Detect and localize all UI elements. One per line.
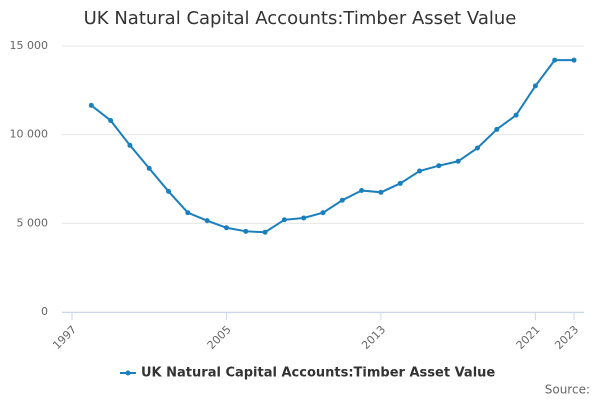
data-point: [359, 188, 365, 194]
legend-label: UK Natural Capital Accounts:Timber Asset…: [141, 366, 495, 381]
data-point: [223, 225, 229, 231]
data-point: [532, 83, 538, 89]
legend-marker: [125, 370, 131, 376]
data-point: [339, 197, 345, 203]
data-point: [552, 57, 558, 63]
x-tick-label: 2021: [514, 323, 543, 352]
data-point: [108, 117, 114, 123]
data-point: [262, 229, 268, 235]
data-point: [127, 142, 133, 148]
data-point: [146, 165, 152, 171]
data-point: [166, 188, 172, 194]
data-point: [320, 210, 326, 216]
y-tick-label: 5 000: [17, 216, 49, 229]
data-point: [281, 217, 287, 223]
data-point: [397, 180, 403, 186]
data-point: [378, 189, 384, 195]
x-tick-label: 2023: [552, 323, 581, 352]
data-point: [417, 168, 423, 174]
data-point: [571, 57, 577, 63]
data-point: [301, 215, 307, 221]
chart-title: UK Natural Capital Accounts:Timber Asset…: [84, 8, 517, 29]
y-tick-label: 15 000: [10, 39, 49, 52]
source: Source:: [545, 383, 590, 397]
y-tick-label: 10 000: [10, 128, 49, 141]
series-line: [90, 59, 574, 234]
data-point: [204, 218, 210, 224]
data-point: [455, 158, 461, 164]
x-tick-label: 1997: [50, 323, 79, 352]
data-point: [185, 210, 191, 216]
data-point: [436, 163, 442, 169]
x-tick-label: 2005: [205, 323, 234, 352]
data-point: [243, 228, 249, 234]
y-tick-label: 0: [41, 305, 48, 318]
data-point: [494, 126, 500, 132]
data-point: [474, 145, 480, 151]
x-tick-label: 2013: [359, 323, 388, 352]
data-point: [88, 102, 94, 108]
data-point: [513, 112, 519, 118]
